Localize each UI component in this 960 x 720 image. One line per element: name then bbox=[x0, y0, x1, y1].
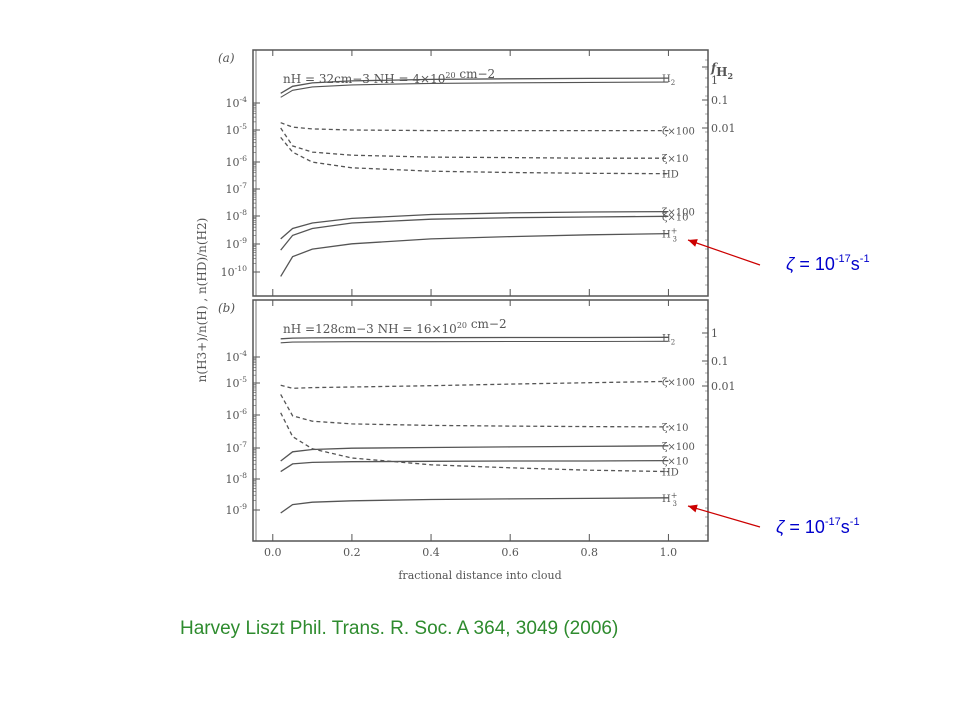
series-label-zeta: ζ×10 bbox=[662, 154, 689, 165]
citation-text: Harvey Liszt Phil. Trans. R. Soc. A 364,… bbox=[180, 618, 619, 639]
series-label-HD: HD bbox=[662, 468, 679, 479]
y-tick-label: 10-8 bbox=[226, 208, 248, 223]
series-line-100-1 bbox=[280, 380, 669, 389]
y-tick-label: 10-7 bbox=[226, 440, 248, 455]
series-label-H2: H2 bbox=[662, 74, 675, 87]
x-axis-label: fractional distance into cloud bbox=[398, 569, 561, 582]
panel-label: (b) bbox=[218, 301, 235, 315]
series-label-HD: HD bbox=[662, 170, 679, 181]
annotation-arrow-line bbox=[687, 505, 761, 528]
series-label-zeta: ζ×100 bbox=[662, 127, 695, 138]
series-line-10-5 bbox=[280, 215, 669, 251]
series-line-10-2 bbox=[280, 127, 669, 159]
series-label-zeta: ζ×100 bbox=[662, 377, 695, 388]
series-line-10-5 bbox=[280, 459, 669, 473]
y-tick-label: 10-5 bbox=[226, 375, 248, 390]
y-tick-label: 10-9 bbox=[226, 236, 248, 251]
y-tick-label: 10-4 bbox=[226, 95, 248, 110]
x-tick-label: 0.6 bbox=[501, 546, 519, 559]
series-line-H2-0 bbox=[280, 77, 669, 94]
x-tick-label: 0.2 bbox=[343, 546, 361, 559]
right-tick-label: 1 bbox=[711, 327, 718, 340]
series-label-zeta: ζ×10 bbox=[662, 457, 689, 468]
series-label-H3plus: H+ 3 bbox=[662, 227, 677, 244]
series-label-zeta: ζ×10 bbox=[662, 423, 689, 434]
y-tick-label: 10-8 bbox=[226, 471, 248, 486]
series-line-H2-0 bbox=[280, 336, 669, 340]
x-tick-label: 1.0 bbox=[660, 546, 678, 559]
right-tick-label: 0.01 bbox=[711, 122, 736, 135]
x-tick-label: 0.4 bbox=[422, 546, 440, 559]
panel-label: (a) bbox=[218, 51, 235, 65]
series-line-H3-6 bbox=[280, 497, 669, 514]
y-tick-label: 10-5 bbox=[226, 122, 248, 137]
right-tick-label: 1 bbox=[711, 74, 718, 87]
series-line-10-2 bbox=[280, 394, 669, 428]
series-line-H2-second bbox=[280, 340, 669, 344]
series-label-H2: H2 bbox=[662, 333, 675, 346]
panel-subtitle: nH =128cm−3 NH = 16×1020 cm−2 bbox=[283, 317, 507, 336]
right-tick-label: 0.1 bbox=[711, 355, 729, 368]
annotation-arrow-head bbox=[688, 239, 698, 247]
series-line-H3-6 bbox=[280, 232, 669, 277]
annotation-text: ζ = 10-17s-1 bbox=[786, 253, 870, 274]
panel-a bbox=[252, 49, 709, 297]
y-tick-label: 10-7 bbox=[226, 181, 248, 196]
series-label-zeta: ζ×100 bbox=[662, 442, 695, 453]
series-label-zeta: ζ×100 bbox=[662, 208, 695, 219]
annotation-arrow-line bbox=[687, 239, 761, 266]
right-tick-label: 0.01 bbox=[711, 380, 736, 393]
series-line-100-1 bbox=[280, 122, 669, 132]
series-line-H2-second bbox=[280, 81, 669, 98]
x-tick-label: 0.8 bbox=[581, 546, 599, 559]
y-tick-label: 10-6 bbox=[226, 154, 248, 169]
right-tick-label: 0.1 bbox=[711, 94, 729, 107]
right-axis-label: fH2 bbox=[710, 61, 733, 81]
annotation-text: ζ = 10-17s-1 bbox=[776, 516, 860, 537]
y-tick-label: 10-9 bbox=[226, 502, 248, 517]
panel-subtitle: nH = 32cm−3 NH = 4×1020 cm−2 bbox=[283, 67, 495, 86]
series-label-zeta: ζ×10 bbox=[662, 212, 689, 223]
annotation-arrow-head bbox=[688, 504, 698, 513]
series-line-100-4 bbox=[280, 445, 669, 462]
y-tick-label: 10-10 bbox=[221, 264, 247, 279]
series-label-H3plus: H+ 3 bbox=[662, 491, 677, 508]
panel-b bbox=[252, 299, 709, 542]
series-line-HD-3 bbox=[280, 136, 669, 175]
series-line-HD-3 bbox=[280, 412, 669, 473]
panel-frame bbox=[252, 299, 709, 542]
y-axis-label: n(H3+)/n(H) , n(HD)/n(H2) bbox=[195, 218, 209, 383]
y-tick-label: 10-6 bbox=[226, 407, 248, 422]
y-tick-label: 10-4 bbox=[226, 349, 248, 364]
x-tick-label: 0.0 bbox=[264, 546, 282, 559]
series-line-100-4 bbox=[280, 210, 669, 240]
